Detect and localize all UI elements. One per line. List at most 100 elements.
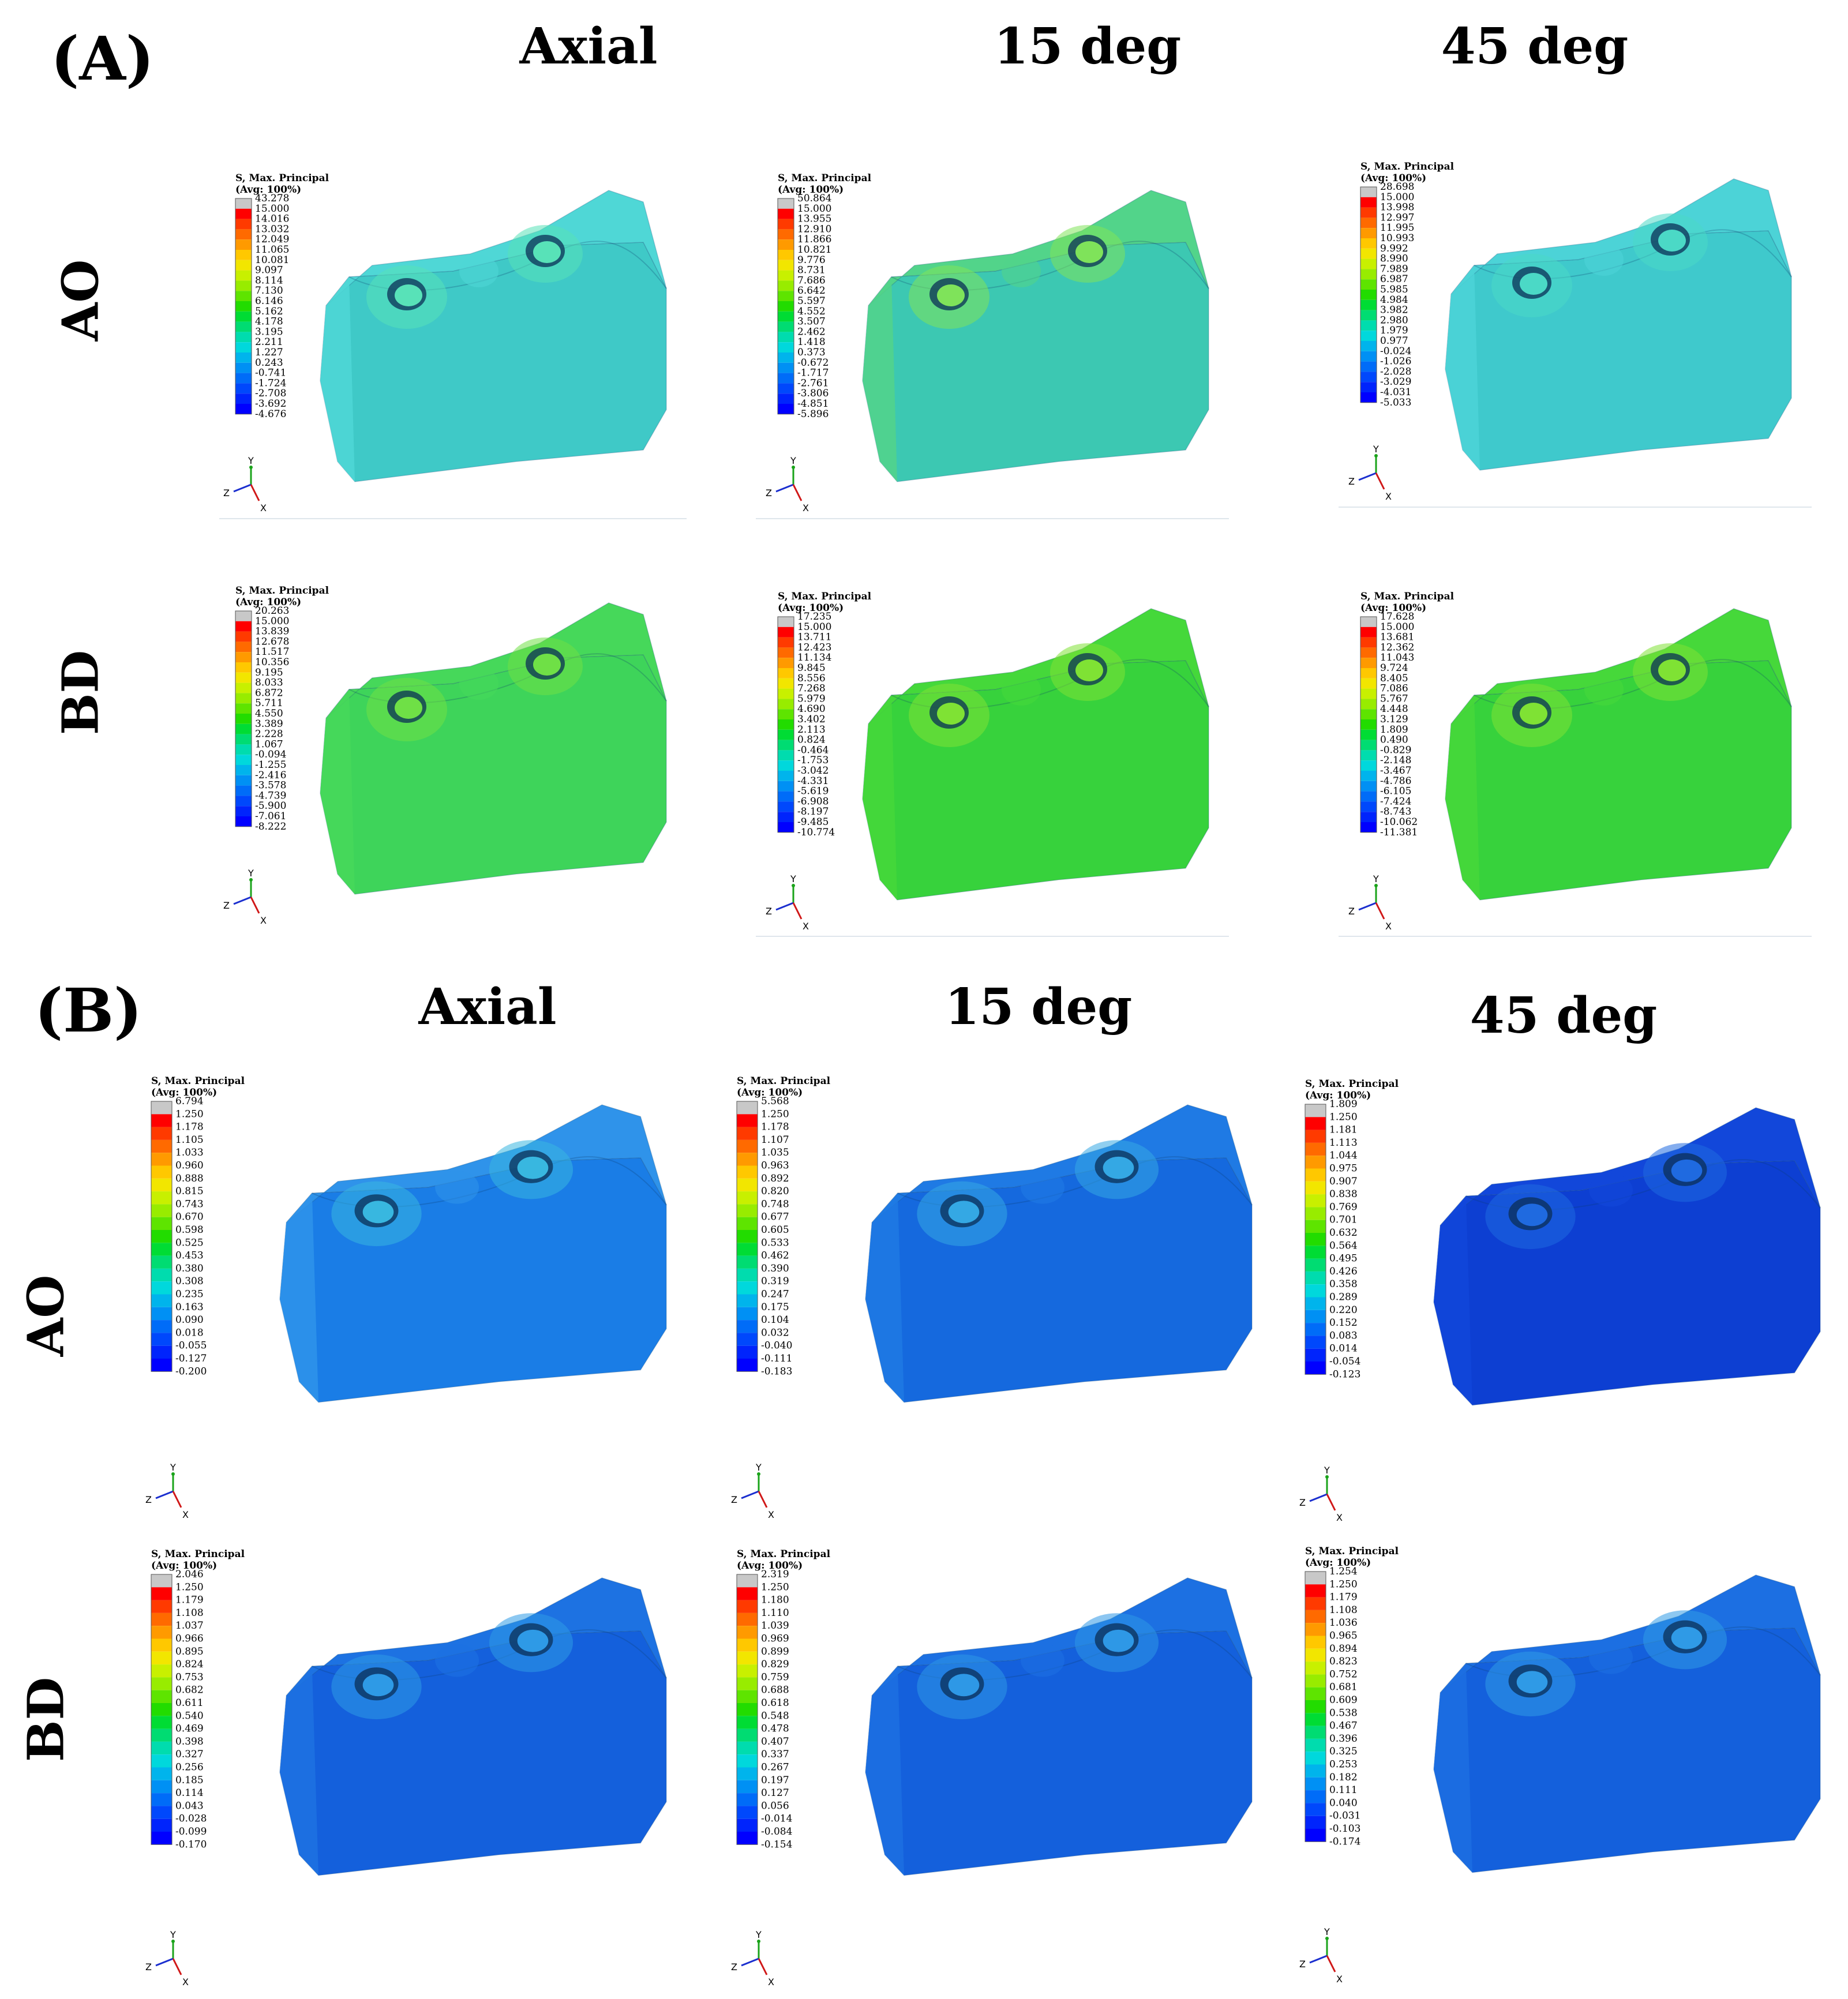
legend-swatch <box>1360 771 1377 781</box>
legend-value: 12.678 <box>255 636 289 647</box>
legend-swatch <box>1360 320 1377 331</box>
legend-value: 0.564 <box>1329 1240 1358 1251</box>
legend-value: 2.980 <box>1380 314 1408 326</box>
legend-value: 1.250 <box>1329 1578 1358 1590</box>
model-end-face <box>863 695 897 900</box>
legend-swatch <box>1360 331 1377 341</box>
legend-swatch <box>737 1204 758 1217</box>
axis-y-tip <box>249 466 253 469</box>
bone-block-model <box>320 190 667 482</box>
legend-swatch <box>1305 1700 1326 1713</box>
legend-value: 6.794 <box>175 1096 204 1107</box>
legend-swatch <box>235 703 252 714</box>
axis-z-arrow <box>741 1957 759 1967</box>
legend-swatch <box>778 373 794 384</box>
legend-frame <box>151 1101 173 1372</box>
legend-swatch <box>1360 341 1377 351</box>
legend-swatch <box>778 270 794 281</box>
screw-hole-thread <box>1658 230 1686 252</box>
legend-swatch <box>1305 1674 1326 1687</box>
legend-value: -11.381 <box>1380 827 1418 838</box>
legend-value: 43.278 <box>255 193 289 204</box>
legend-swatch <box>737 1638 758 1652</box>
legend-swatch <box>1360 279 1377 290</box>
axis-label-x: X <box>260 502 267 513</box>
legend-swatch <box>235 611 252 621</box>
legend-swatch <box>737 1243 758 1256</box>
legend-value: -7.061 <box>255 811 286 822</box>
model-end-face <box>320 689 355 894</box>
legend-swatch <box>151 1741 172 1755</box>
axis-label-y: Y <box>1324 1465 1330 1476</box>
legend-swatch <box>1360 637 1377 648</box>
screw-hole-rim <box>459 255 498 287</box>
axis-label-z: Z <box>223 900 230 911</box>
legend-subtitle: (Avg: 100%) <box>778 184 844 196</box>
axis-z-arrow <box>1309 1955 1328 1964</box>
screw-hole-thread <box>1658 659 1686 681</box>
legend-value: -0.014 <box>761 1813 792 1825</box>
model-top-face <box>325 602 667 719</box>
legend-value: 0.824 <box>797 734 826 746</box>
contour-plot: S, Max. Principal(Avg: 100%)17.23515.000… <box>766 591 1209 932</box>
legend-value: 0.043 <box>175 1800 204 1812</box>
legend-value: 0.373 <box>797 347 826 358</box>
legend-value: 0.319 <box>761 1276 789 1287</box>
legend-value: -0.127 <box>175 1353 207 1364</box>
legend-swatch <box>151 1127 172 1140</box>
legend-swatch <box>1360 299 1377 310</box>
legend-value: -9.485 <box>797 816 829 828</box>
legend-value: 0.838 <box>1329 1188 1358 1200</box>
legend-swatch <box>778 699 794 710</box>
legend-value: 0.197 <box>761 1775 789 1786</box>
legend-swatch <box>1305 1336 1326 1349</box>
legend-value: 13.955 <box>797 213 831 225</box>
legend-swatch <box>151 1806 172 1819</box>
legend-swatch <box>778 321 794 332</box>
legend-value: 0.243 <box>255 357 283 369</box>
legend-frame <box>777 198 794 415</box>
legend-value: 0.114 <box>175 1787 204 1799</box>
bone-block-model <box>1433 1574 1821 1873</box>
legend-swatch <box>151 1204 172 1217</box>
model-top-face <box>325 190 667 306</box>
legend-value: 1.037 <box>175 1620 204 1632</box>
legend-value: 12.997 <box>1380 212 1414 223</box>
screw-hole-thread <box>1075 241 1103 263</box>
screw-hole-thread <box>937 703 965 725</box>
legend-value: 0.611 <box>175 1697 204 1709</box>
legend-value: 0.325 <box>1329 1746 1358 1757</box>
legend-color-bar <box>777 616 794 833</box>
legend-value: 11.866 <box>797 234 831 245</box>
separator-line <box>1339 936 1812 937</box>
legend-value: 3.389 <box>255 718 283 730</box>
legend-value: 1.979 <box>1380 325 1408 336</box>
legend-value: 8.731 <box>797 265 826 276</box>
legend-swatch <box>737 1574 758 1588</box>
axis-label-z: Z <box>766 906 772 917</box>
screw-hole-thread <box>1516 1203 1548 1227</box>
legend-value: 3.507 <box>797 316 826 328</box>
legend-value: -0.829 <box>1380 744 1411 756</box>
legend-value: 17.235 <box>797 611 831 622</box>
axis-label-z: Z <box>1299 1959 1306 1970</box>
model-top-face <box>871 1577 1253 1696</box>
legend-value: 0.632 <box>1329 1227 1358 1239</box>
legend-value: -1.255 <box>255 759 286 771</box>
legend-swatch <box>235 744 252 755</box>
axis-label-y: Y <box>790 873 796 884</box>
legend-value: -0.040 <box>761 1340 792 1352</box>
legend-swatch <box>778 709 794 719</box>
legend-swatch <box>235 816 252 827</box>
screw-hole <box>1002 673 1041 706</box>
legend-swatch <box>1360 740 1377 751</box>
legend-value: 0.540 <box>175 1710 204 1722</box>
axis-label-z: Z <box>1348 476 1355 487</box>
model-end-face <box>865 1193 904 1402</box>
legend-value: 0.478 <box>761 1723 789 1735</box>
legend-value: 0.407 <box>761 1736 789 1747</box>
legend-swatch <box>1360 238 1377 249</box>
legend-swatch <box>151 1345 172 1359</box>
section-a-row-ao: AO <box>51 259 110 342</box>
legend-value: 0.609 <box>1329 1694 1358 1706</box>
